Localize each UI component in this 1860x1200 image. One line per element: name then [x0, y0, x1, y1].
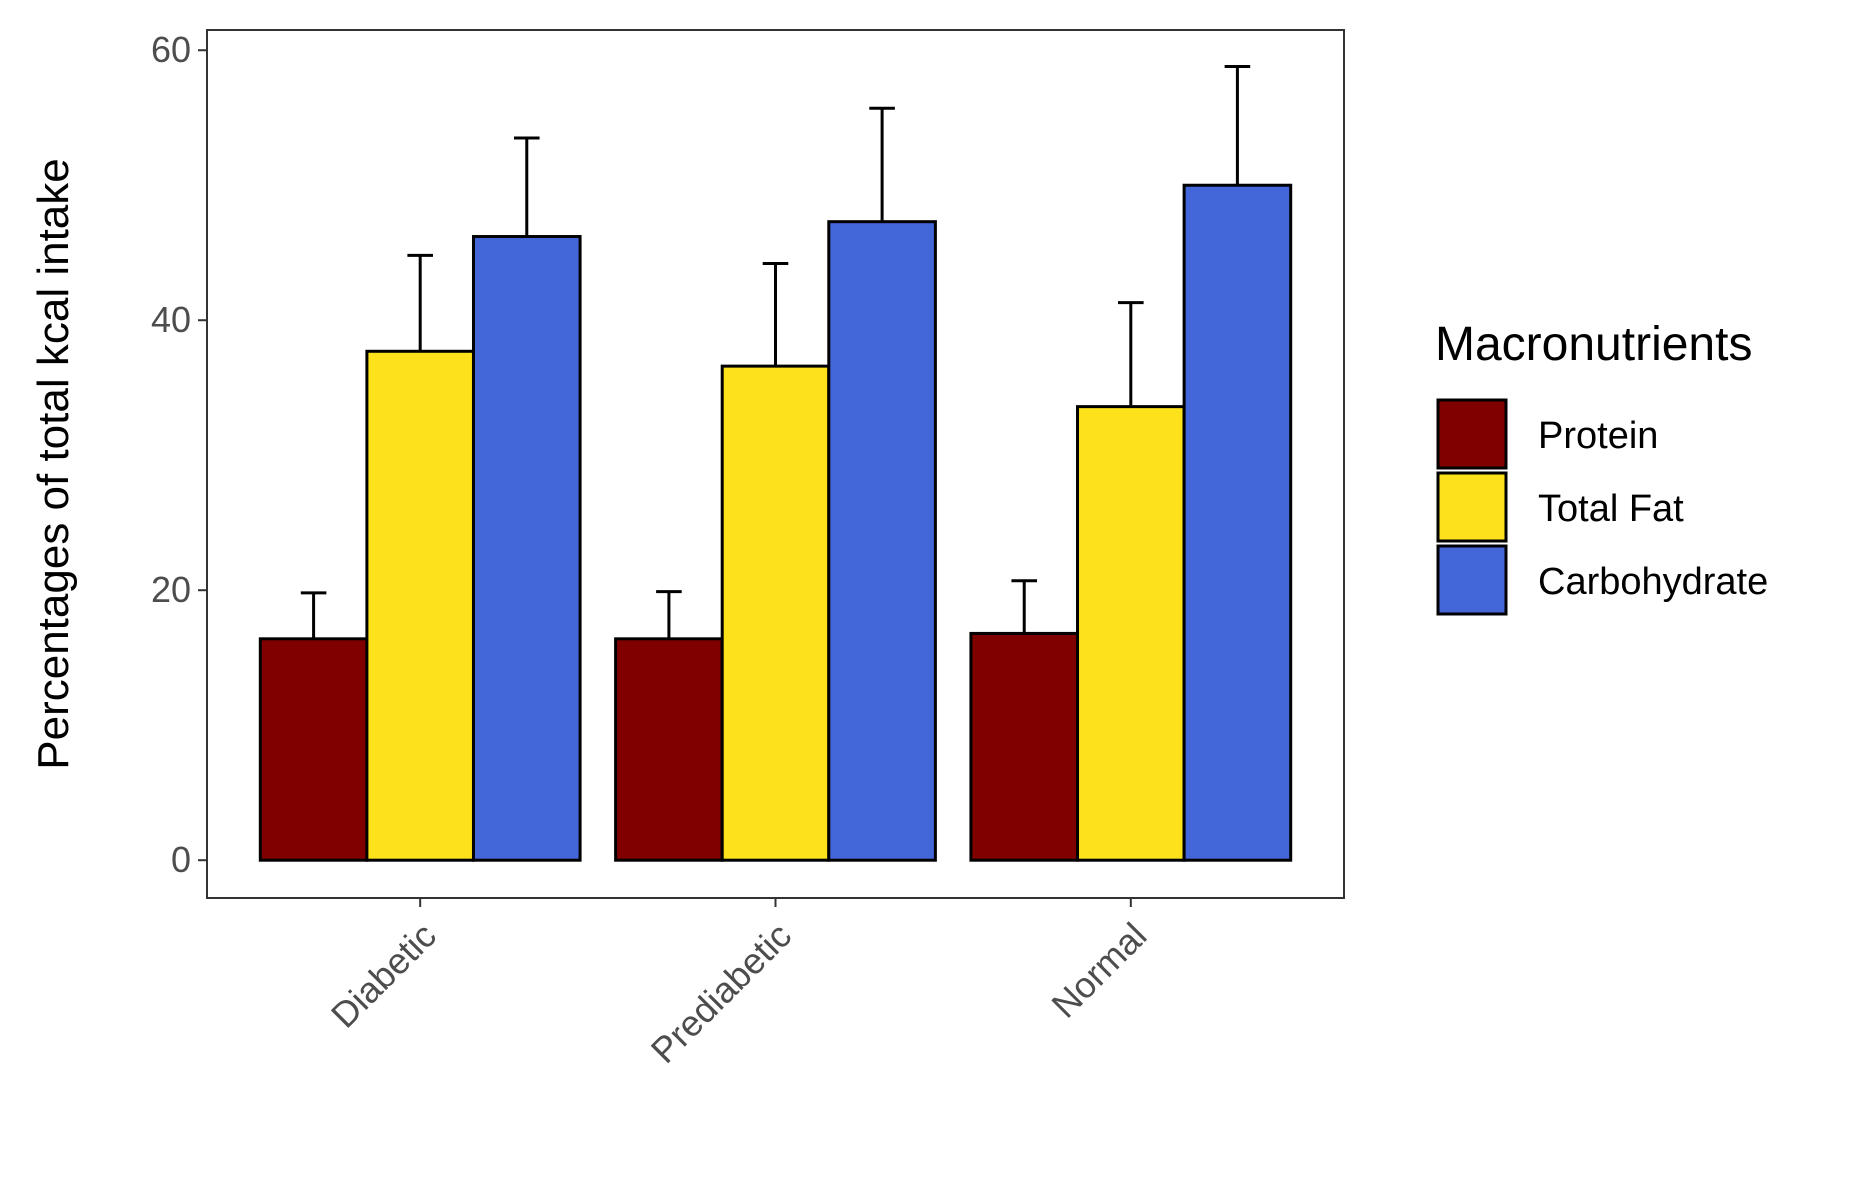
x-tick-label: Diabetic — [323, 915, 444, 1036]
legend-key-protein — [1436, 398, 1508, 470]
x-axis: Diabetic Prediabetic Normal — [323, 898, 1154, 1071]
legend-label: Protein — [1538, 415, 1658, 457]
bar-carbohydrate — [827, 220, 937, 862]
bar-carbohydrate — [1182, 183, 1293, 862]
legend-label: Total Fat — [1538, 488, 1684, 530]
y-tick-label: 60 — [151, 29, 191, 70]
bars — [258, 183, 1293, 862]
y-axis-title: Percentages of total kcal intake — [29, 158, 78, 769]
bar-protein — [614, 637, 724, 862]
bar-protein — [969, 631, 1080, 862]
legend: Macronutrients Protein Total Fat Carbohydr… — [1435, 318, 1768, 616]
y-tick-label: 20 — [151, 569, 191, 610]
y-tick-label: 40 — [151, 299, 191, 340]
bar-carbohydrate — [471, 235, 582, 862]
legend-key-carbohydrate — [1436, 544, 1508, 616]
x-tick-label: Prediabetic — [643, 915, 799, 1071]
bar-total-fat — [365, 349, 475, 862]
x-tick-label: Normal — [1043, 915, 1154, 1026]
bar-total-fat — [720, 364, 831, 862]
bar-protein — [258, 637, 369, 862]
legend-title: Macronutrients — [1435, 318, 1752, 371]
y-tick-label: 0 — [171, 839, 191, 880]
bar-total-fat — [1076, 405, 1186, 862]
error-bars — [300, 64, 1251, 639]
y-axis: 0 20 40 60 — [151, 29, 207, 880]
legend-label: Carbohydrate — [1538, 561, 1768, 603]
legend-key-total-fat — [1436, 471, 1508, 543]
